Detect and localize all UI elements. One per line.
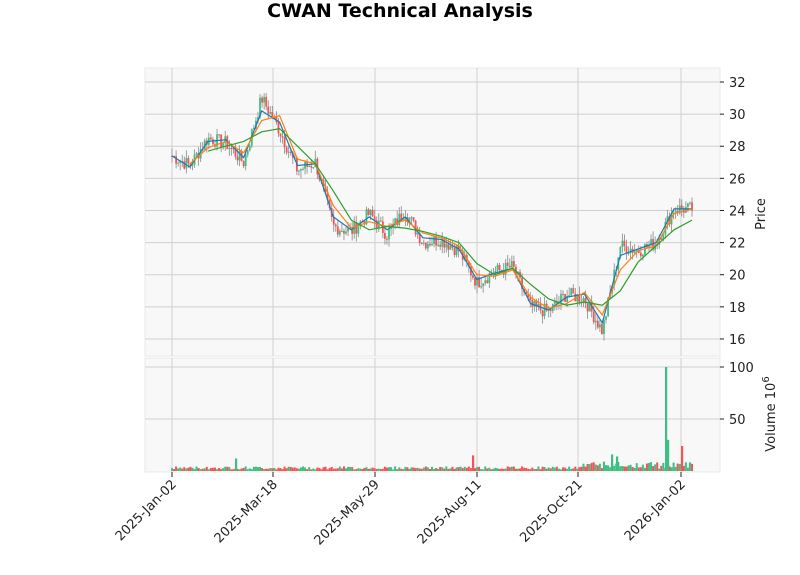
date-tick-label: 2025-May-29 — [312, 477, 383, 548]
price-tick-label: 30 — [729, 108, 746, 123]
x-axis-ticks: 2025-Jan-02 2025-Mar-18 2025-May-29 2025-Au… — [113, 472, 689, 548]
price-tick-label: 22 — [729, 237, 746, 252]
y-axis-ticks: 16 18 20 22 24 26 28 30 32 50 100 — [720, 76, 754, 428]
date-tick-label: 2025-Mar-18 — [212, 477, 281, 546]
date-tick-label: 2026-Jan-02 — [622, 477, 689, 544]
price-tick-label: 28 — [729, 140, 746, 155]
price-tick-label: 20 — [729, 269, 746, 284]
date-tick-label: 2025-Aug-11 — [415, 477, 485, 547]
price-tick-label: 16 — [729, 333, 746, 348]
date-tick-label: 2025-Oct-21 — [517, 477, 585, 545]
price-tick-label: 24 — [729, 204, 746, 219]
volume-tick-label: 50 — [729, 413, 746, 428]
volume-tick-label: 100 — [729, 361, 754, 376]
volume-axis-label: Volume 106 — [761, 376, 779, 451]
price-panel — [144, 67, 721, 357]
ma-line-1 — [171, 110, 692, 325]
volume-panel — [144, 357, 721, 473]
price-tick-label: 32 — [729, 76, 746, 91]
price-axis-label: Price — [754, 198, 769, 230]
ma-line-3 — [207, 127, 693, 306]
chart-title: CWAN Technical Analysis — [267, 0, 533, 22]
price-tick-label: 26 — [729, 172, 746, 187]
volume-bars — [171, 367, 693, 471]
price-tick-label: 18 — [729, 301, 746, 316]
date-tick-label: 2025-Jan-02 — [113, 477, 180, 544]
moving-averages — [171, 110, 693, 325]
